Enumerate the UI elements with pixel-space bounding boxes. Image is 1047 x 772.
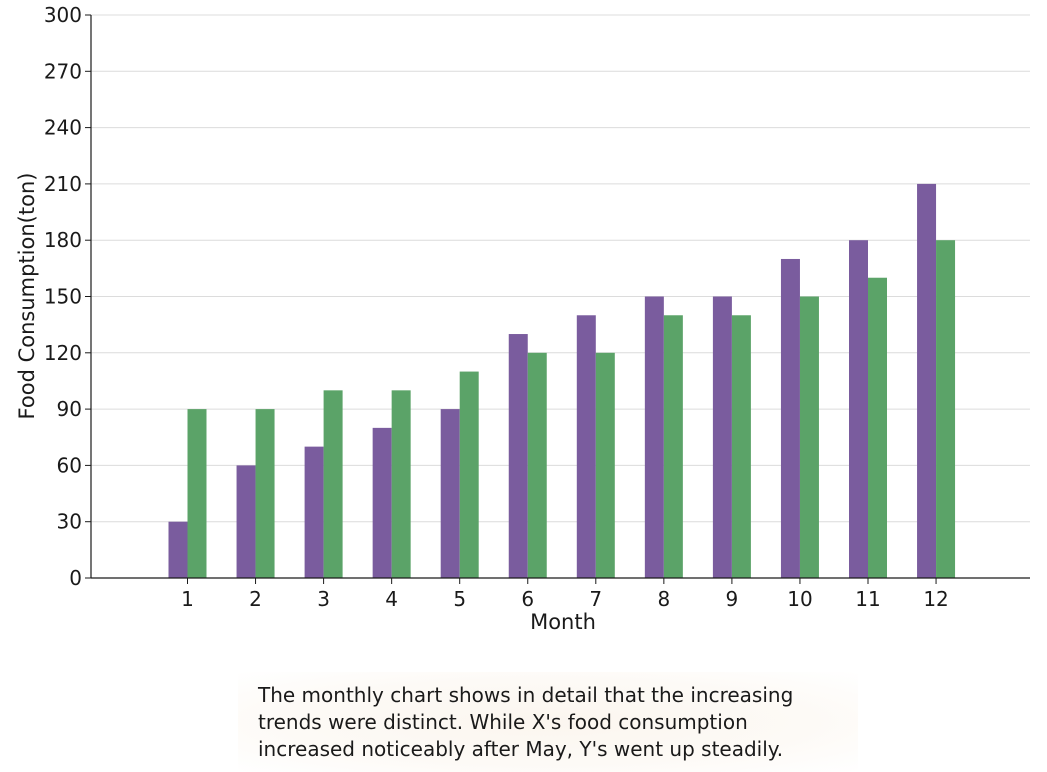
- y-tick-label: 0: [69, 566, 82, 590]
- x-tick-label: 2: [249, 587, 262, 611]
- bar-series1-month-4: [372, 427, 392, 578]
- x-tick-label: 10: [787, 587, 812, 611]
- x-tick-label: 12: [923, 587, 948, 611]
- bar-series2-month-3: [323, 390, 343, 578]
- y-tick-label: 210: [44, 172, 82, 196]
- bar-series2-month-8: [663, 315, 683, 578]
- bar-series1-month-7: [576, 315, 596, 578]
- x-tick-label: 6: [521, 587, 534, 611]
- x-tick-label: 4: [385, 587, 398, 611]
- y-tick-labels: 0 30 60 90 120 150 180 210 240 270 300: [44, 3, 82, 590]
- bar-series1-month-6: [508, 334, 528, 578]
- bar-series2-month-1: [187, 409, 207, 578]
- y-tick-label: 180: [44, 228, 82, 252]
- bars: [168, 183, 956, 578]
- y-tick-label: 90: [57, 397, 82, 421]
- y-tick-label: 270: [44, 59, 82, 83]
- bar-series1-month-12: [917, 183, 937, 578]
- y-tick-label: 30: [57, 510, 82, 534]
- bar-series2-month-12: [936, 240, 956, 578]
- bar-series2-month-7: [595, 352, 615, 578]
- x-tick-label: 8: [657, 587, 670, 611]
- bar-series2-month-5: [459, 371, 479, 578]
- bar-series1-month-9: [712, 296, 732, 578]
- y-tick-label: 120: [44, 341, 82, 365]
- bar-series1-month-11: [849, 240, 868, 578]
- y-axis-label: Food Consumption(ton): [15, 173, 39, 420]
- gridlines: [91, 14, 1030, 523]
- x-tick-label: 7: [589, 587, 602, 611]
- x-tick-label: 1: [181, 587, 194, 611]
- y-tick-label: 240: [44, 116, 82, 140]
- x-axis-label: Month: [530, 610, 596, 634]
- bar-series2-month-11: [868, 277, 887, 578]
- y-tick-label: 150: [44, 285, 82, 309]
- bar-series2-month-4: [391, 390, 411, 578]
- chart-caption: The monthly chart shows in detail that t…: [238, 672, 858, 772]
- x-tick-label: 5: [453, 587, 466, 611]
- bar-series1-month-1: [168, 521, 188, 578]
- bar-series1-month-10: [780, 258, 800, 578]
- bar-series1-month-2: [236, 465, 256, 578]
- bar-series2-month-10: [799, 296, 819, 578]
- bar-series1-month-5: [440, 409, 460, 578]
- y-tick-label: 300: [44, 3, 82, 27]
- axes: [85, 14, 1030, 584]
- x-tick-label: 11: [855, 587, 880, 611]
- y-tick-label: 60: [57, 453, 82, 477]
- x-tick-label: 3: [317, 587, 330, 611]
- x-tick-labels: 1 2 3 4 5 6 7 8 9 10 11 12: [181, 587, 949, 611]
- bar-series2-month-2: [255, 409, 275, 578]
- bar-series1-month-8: [644, 296, 664, 578]
- bar-series2-month-6: [527, 352, 547, 578]
- bar-series2-month-9: [731, 315, 751, 578]
- x-tick-label: 9: [726, 587, 739, 611]
- bar-series1-month-3: [304, 446, 324, 578]
